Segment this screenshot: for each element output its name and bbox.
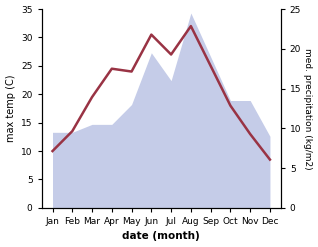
- Y-axis label: max temp (C): max temp (C): [5, 75, 16, 142]
- Y-axis label: med. precipitation (kg/m2): med. precipitation (kg/m2): [303, 48, 313, 169]
- X-axis label: date (month): date (month): [122, 231, 200, 242]
